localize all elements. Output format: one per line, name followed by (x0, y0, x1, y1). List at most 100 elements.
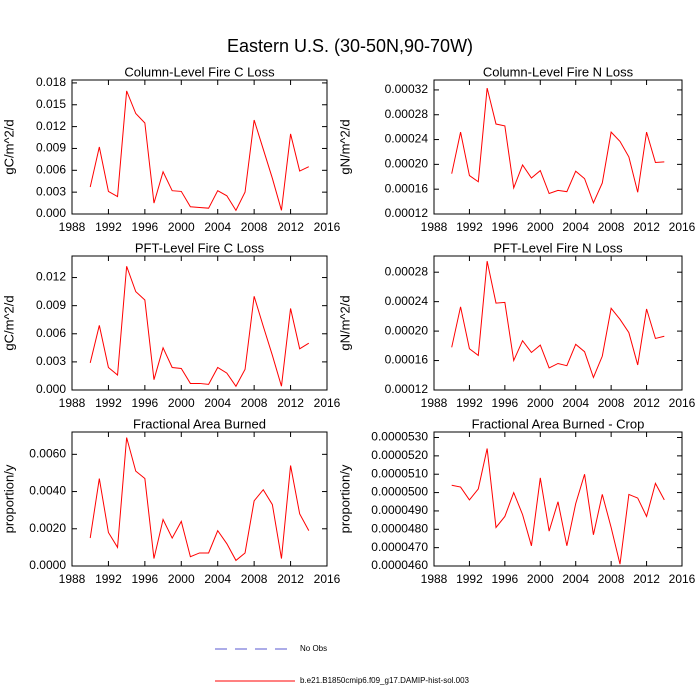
x-tick-label: 1996 (132, 572, 159, 586)
panel-title: PFT-Level Fire C Loss (135, 240, 265, 255)
y-tick-label: 0.00012 (385, 206, 429, 220)
x-tick-label: 1988 (421, 396, 448, 410)
y-tick-label: 0.00016 (385, 353, 429, 367)
data-line (451, 261, 665, 379)
y-tick-label: 0.00032 (385, 82, 429, 96)
y-tick-label: 0.0000520 (371, 448, 428, 462)
y-tick-label: 0.00012 (385, 382, 429, 396)
panel-title: Column-Level Fire C Loss (124, 64, 275, 79)
x-tick-label: 1992 (456, 396, 483, 410)
plot-frame (71, 79, 328, 215)
x-tick-label: 2004 (204, 572, 231, 586)
y-tick-label: 0.003 (36, 354, 66, 368)
x-tick-label: 1996 (132, 396, 159, 410)
y-tick-label: 0.012 (36, 270, 66, 284)
y-tick-label: 0.0000 (29, 558, 66, 572)
y-tick-label: 0.00016 (385, 181, 429, 195)
plot-frame (71, 255, 328, 391)
x-tick-label: 1988 (59, 396, 86, 410)
x-tick-label: 2008 (241, 220, 268, 234)
y-tick-label: 0.018 (36, 75, 66, 89)
x-tick-label: 2012 (277, 396, 304, 410)
y-tick-label: 0.00024 (385, 294, 429, 308)
x-tick-label: 2008 (241, 396, 268, 410)
x-tick-label: 1992 (456, 220, 483, 234)
figure-title: Eastern U.S. (30-50N,90-70W) (227, 36, 473, 56)
y-tick-label: 0.00020 (385, 157, 429, 171)
x-tick-label: 2012 (633, 220, 660, 234)
y-tick-label: 0.00020 (385, 323, 429, 337)
y-tick-label: 0.0000480 (371, 521, 428, 535)
panel-title: Column-Level Fire N Loss (483, 64, 634, 79)
y-tick-label: 0.00028 (385, 107, 429, 121)
x-tick-label: 1988 (421, 572, 448, 586)
panel-title: PFT-Level Fire N Loss (493, 240, 623, 255)
x-tick-label: 2012 (277, 220, 304, 234)
y-tick-label: 0.006 (36, 162, 66, 176)
x-tick-label: 2000 (168, 572, 195, 586)
x-tick-label: 2012 (633, 396, 660, 410)
x-tick-label: 1988 (59, 572, 86, 586)
x-tick-label: 2008 (598, 572, 625, 586)
data-line (451, 87, 665, 205)
x-tick-label: 2004 (204, 396, 231, 410)
x-tick-label: 2008 (241, 572, 268, 586)
y-tick-label: 0.000 (36, 206, 66, 220)
x-tick-label: 1992 (95, 396, 122, 410)
x-tick-label: 2004 (204, 220, 231, 234)
x-tick-label: 2004 (562, 220, 589, 234)
y-axis-label: gN/m^2/d (337, 119, 352, 174)
y-tick-label: 0.000 (36, 382, 66, 396)
x-tick-label: 2004 (562, 396, 589, 410)
x-tick-label: 1988 (59, 220, 86, 234)
x-tick-label: 2008 (598, 396, 625, 410)
x-tick-label: 2016 (669, 396, 696, 410)
y-tick-label: 0.0000490 (371, 503, 428, 517)
panel-title: Fractional Area Burned (133, 416, 266, 431)
x-tick-label: 1992 (456, 572, 483, 586)
x-tick-label: 2008 (598, 220, 625, 234)
x-tick-label: 1996 (492, 396, 519, 410)
x-tick-label: 2012 (277, 572, 304, 586)
x-tick-label: 2016 (314, 396, 341, 410)
x-tick-label: 2000 (527, 572, 554, 586)
y-tick-label: 0.00024 (385, 132, 429, 146)
x-tick-label: 2016 (669, 572, 696, 586)
y-axis-label: proportion/y (337, 464, 352, 533)
x-tick-label: 1992 (95, 572, 122, 586)
y-tick-label: 0.0000500 (371, 485, 428, 499)
data-line (89, 266, 310, 388)
x-tick-label: 1992 (95, 220, 122, 234)
x-tick-label: 2004 (562, 572, 589, 586)
x-tick-label: 1996 (492, 572, 519, 586)
x-tick-label: 2000 (168, 220, 195, 234)
y-tick-label: 0.00028 (385, 264, 429, 278)
y-tick-label: 0.012 (36, 119, 66, 133)
y-axis-label: proportion/y (1, 464, 16, 533)
x-tick-label: 2000 (168, 396, 195, 410)
x-tick-label: 2016 (314, 220, 341, 234)
y-tick-label: 0.015 (36, 97, 66, 111)
plot-frame (433, 255, 683, 391)
data-line (89, 90, 310, 212)
y-tick-label: 0.0000470 (371, 540, 428, 554)
legend-label: b.e21.B1850cmip6.f09_g17.DAMIP-hist-sol.… (300, 676, 470, 685)
y-tick-label: 0.003 (36, 184, 66, 198)
x-tick-label: 1996 (492, 220, 519, 234)
y-tick-label: 0.009 (36, 298, 66, 312)
y-tick-label: 0.0020 (29, 521, 66, 535)
x-tick-label: 1996 (132, 220, 159, 234)
x-tick-label: 2012 (633, 572, 660, 586)
x-tick-label: 2000 (527, 396, 554, 410)
y-tick-label: 0.0000510 (371, 466, 428, 480)
y-axis-label: gC/m^2/d (1, 119, 16, 174)
y-tick-label: 0.0060 (29, 447, 66, 461)
x-tick-label: 1988 (421, 220, 448, 234)
x-tick-label: 2016 (669, 220, 696, 234)
panel-title: Fractional Area Burned - Crop (472, 416, 645, 431)
x-tick-label: 2000 (527, 220, 554, 234)
data-line (89, 437, 310, 562)
plot-frame (433, 431, 683, 567)
